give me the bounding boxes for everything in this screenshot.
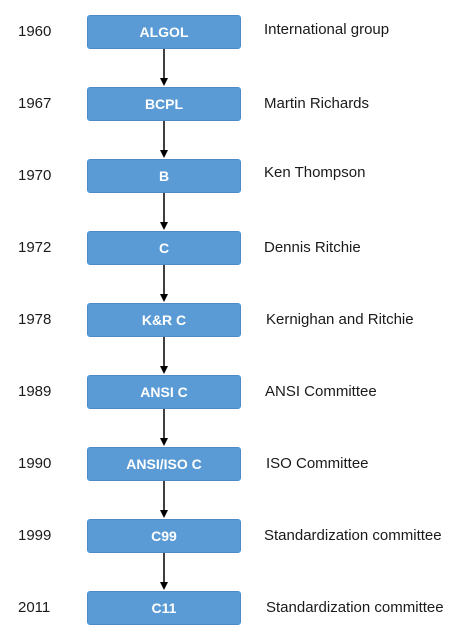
year-label: 1972: [18, 239, 52, 256]
creator-label: International group: [264, 21, 390, 38]
stage-kr-c: 1978 K&R C Kernighan and Ritchie: [0, 303, 472, 337]
language-box: K&R C: [87, 303, 241, 337]
stage-b: 1970 B Ken Thompson: [0, 159, 472, 193]
stage-ansi-iso-c: 1990 ANSI/ISO C ISO Committee: [0, 447, 472, 481]
year-label: 1970: [18, 167, 52, 184]
creator-label: Martin Richards: [264, 95, 370, 112]
language-box: C99: [87, 519, 241, 553]
language-box: C11: [87, 591, 241, 625]
creator-label: Ken Thompson: [264, 164, 366, 181]
stage-c11: 2011 C11 Standardization committee: [0, 591, 472, 625]
creator-label: Dennis Ritchie: [264, 239, 361, 256]
creator-label: Standardization committee: [266, 599, 444, 616]
stage-ansi-c: 1989 ANSI C ANSI Committee: [0, 375, 472, 409]
creator-label: Standardization committee: [264, 527, 442, 544]
language-box: BCPL: [87, 87, 241, 121]
language-box: B: [87, 159, 241, 193]
year-label: 1999: [18, 527, 52, 544]
language-box: ANSI/ISO C: [87, 447, 241, 481]
stage-c99: 1999 C99 Standardization committee: [0, 519, 472, 553]
language-box: ALGOL: [87, 15, 241, 49]
year-label: 1967: [18, 95, 52, 112]
creator-label: ISO Committee: [266, 455, 369, 472]
stage-c: 1972 C Dennis Ritchie: [0, 231, 472, 265]
stage-algol: 1960 ALGOL International group: [0, 15, 472, 49]
creator-label: ANSI Committee: [265, 383, 377, 400]
year-label: 1978: [18, 311, 52, 328]
language-box: C: [87, 231, 241, 265]
year-label: 2011: [18, 599, 51, 616]
stage-bcpl: 1967 BCPL Martin Richards: [0, 87, 472, 121]
year-label: 1990: [18, 455, 52, 472]
year-label: 1960: [18, 23, 52, 40]
creator-label: Kernighan and Ritchie: [266, 311, 414, 328]
language-box: ANSI C: [87, 375, 241, 409]
year-label: 1989: [18, 383, 52, 400]
